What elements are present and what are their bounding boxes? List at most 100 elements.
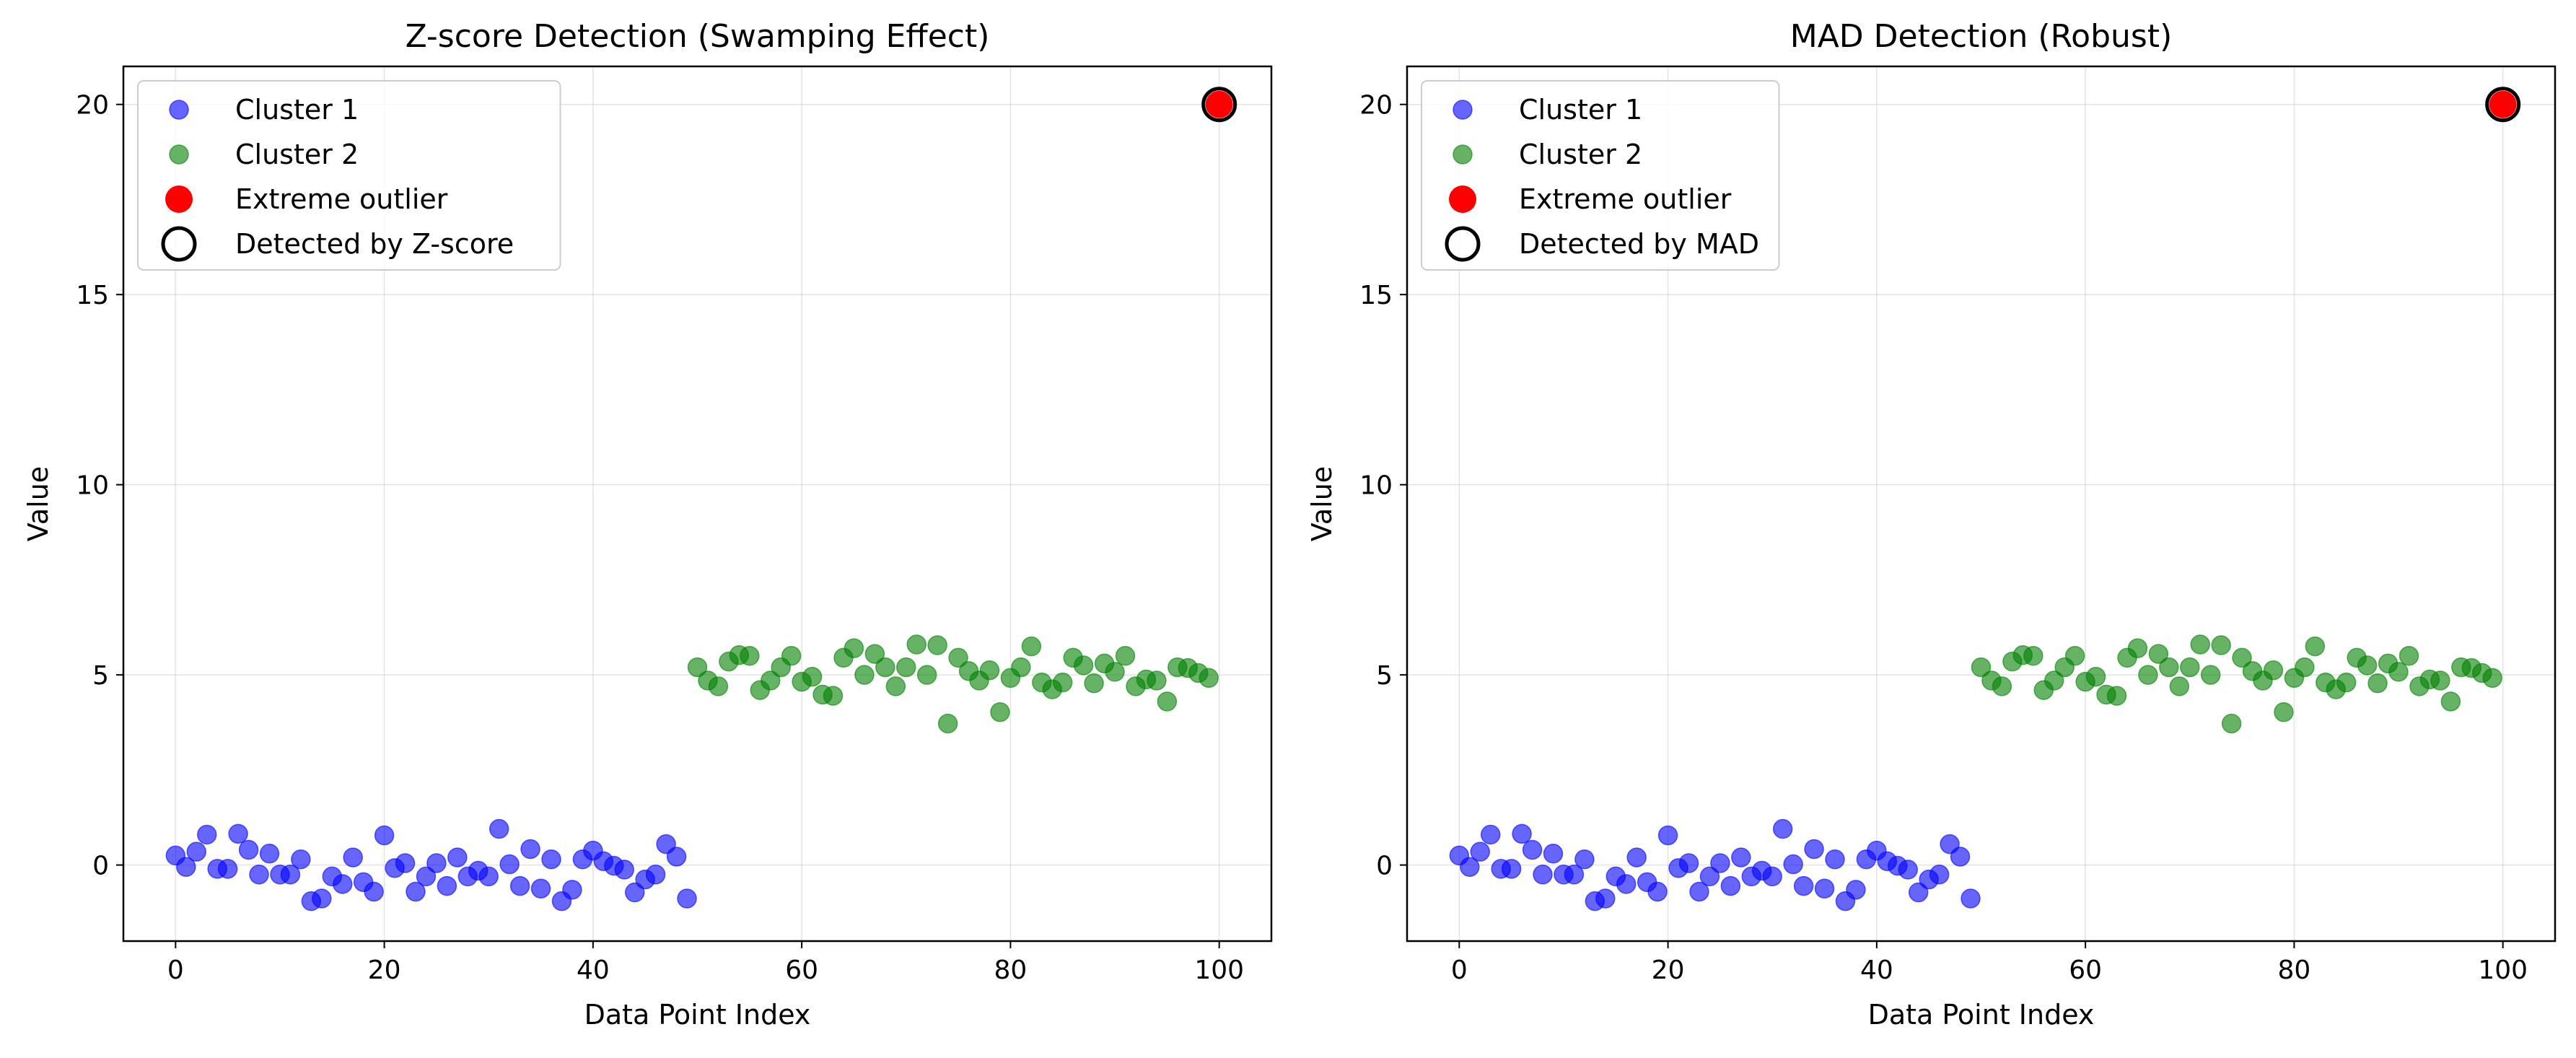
data-point <box>2489 90 2517 118</box>
y-tick-label: 10 <box>76 471 109 501</box>
data-point <box>2388 662 2409 682</box>
x-tick-label: 0 <box>1451 956 1468 985</box>
data-point <box>885 676 906 696</box>
data-point <box>1961 888 1981 909</box>
x-tick-label: 20 <box>1652 956 1685 985</box>
y-tick-label: 20 <box>76 91 109 121</box>
data-point <box>196 824 217 845</box>
chart-title: MAD Detection (Robust) <box>1790 18 2173 55</box>
data-point <box>1205 90 1233 118</box>
data-point <box>1699 866 1720 887</box>
data-point <box>1647 881 1668 902</box>
data-point <box>2159 657 2179 678</box>
x-tick-label: 80 <box>2278 956 2311 985</box>
data-point <box>176 857 196 877</box>
data-point <box>416 866 437 887</box>
data-point <box>823 686 844 706</box>
data-point <box>927 635 947 655</box>
data-point <box>395 853 416 873</box>
data-point <box>332 874 353 894</box>
x-tick-label: 40 <box>577 956 610 985</box>
legend-marker <box>1445 226 1481 262</box>
data-point <box>1574 849 1595 870</box>
series-extreme-outlier <box>1205 90 1233 118</box>
data-point <box>1470 841 1490 862</box>
data-point <box>677 888 697 909</box>
data-point <box>1052 672 1073 693</box>
y-tick-label: 0 <box>1376 852 1393 881</box>
data-point <box>2200 665 2221 685</box>
data-point <box>1804 839 1824 860</box>
legend-marker <box>1453 100 1473 120</box>
data-point <box>1543 844 1564 864</box>
data-point <box>844 638 864 658</box>
data-point <box>217 859 238 879</box>
data-point <box>1710 853 1730 873</box>
data-point <box>1678 853 1699 873</box>
data-point <box>896 657 916 678</box>
plot-frame <box>122 65 1273 943</box>
chart-panel-1: 0 20 40 60 80 100 0 5 10 15 20 Z-score Detection (S… <box>22 18 1273 1031</box>
data-point <box>864 644 885 664</box>
series-cluster-2 <box>687 634 1219 734</box>
data-point <box>2106 686 2127 706</box>
legend-marker <box>169 100 189 120</box>
legend-box <box>137 80 561 271</box>
x-tick-label: 100 <box>2478 956 2528 985</box>
y-tick-label: 15 <box>1359 281 1393 310</box>
data-point <box>2085 667 2106 687</box>
data-point <box>509 875 530 896</box>
legend-label: Cluster 1 <box>235 94 359 126</box>
data-point <box>1199 668 1219 688</box>
data-point <box>186 841 206 862</box>
data-point <box>1105 662 1125 682</box>
legend-label: Cluster 1 <box>1519 94 1642 126</box>
data-point <box>478 866 499 887</box>
data-point <box>802 667 823 687</box>
plot-frame <box>1406 65 2557 943</box>
data-point <box>374 825 395 846</box>
chart-title: Z-score Detection (Swamping Effect) <box>406 18 990 55</box>
data-point <box>2221 713 2242 734</box>
data-point <box>740 646 760 666</box>
data-point <box>1657 825 1678 846</box>
series-detected-by-mad <box>2485 87 2521 123</box>
data-point <box>291 849 311 870</box>
data-point <box>1720 875 1741 896</box>
data-point <box>2064 646 2085 666</box>
legend: Cluster 1 Cluster 2 Extreme outlier Detecte… <box>137 80 561 271</box>
data-point <box>1992 676 2012 696</box>
series-extreme-outlier <box>2489 90 2517 118</box>
legend-label: Cluster 2 <box>1519 139 1642 170</box>
legend-label: Extreme outlier <box>235 183 448 215</box>
data-point <box>1908 882 1929 903</box>
data-point <box>2263 660 2284 681</box>
data-point <box>2336 672 2357 693</box>
series-detected-by-z-score <box>1201 87 1237 123</box>
data-point <box>1512 823 1532 844</box>
data-point <box>2357 655 2378 676</box>
legend: Cluster 1 Cluster 2 Extreme outlier Detecte… <box>1421 80 1780 271</box>
y-tick-label: 0 <box>92 852 109 881</box>
data-point <box>1762 866 1782 887</box>
data-point <box>1929 865 1950 885</box>
data-point <box>2043 670 2064 691</box>
data-point <box>1616 874 1637 894</box>
x-tick-label: 60 <box>785 956 818 985</box>
data-point <box>530 878 551 899</box>
data-point <box>1595 888 1616 909</box>
data-point <box>1522 839 1543 860</box>
legend-label: Detected by MAD <box>1519 228 1759 260</box>
data-point <box>1084 673 1104 694</box>
y-tick-label: 20 <box>1359 91 1393 121</box>
legend-marker <box>1453 144 1473 165</box>
legend-marker <box>169 144 189 165</box>
legend-label: Cluster 2 <box>235 139 359 170</box>
data-point <box>1626 847 1647 867</box>
data-point <box>249 865 269 885</box>
data-point <box>1731 847 1751 867</box>
y-tick-label: 5 <box>92 661 109 691</box>
x-tick-label: 0 <box>167 956 184 985</box>
data-point <box>1011 657 1031 678</box>
data-point <box>875 657 895 678</box>
